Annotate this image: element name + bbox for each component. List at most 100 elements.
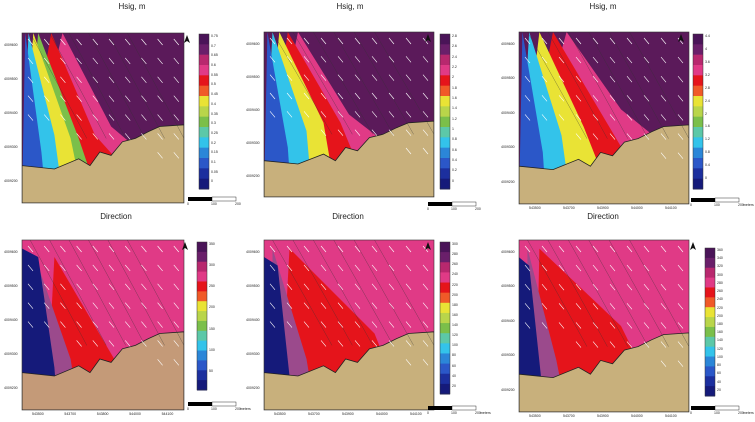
wave-arrow [422,340,429,347]
colorbar-swatch [197,251,207,263]
wave-arrow [660,264,667,272]
colorbar-swatch [693,44,703,56]
colorbar-tick-label: 340 [717,256,723,261]
colorbar-swatch [705,386,715,397]
wave-arrow [660,95,667,102]
wave-arrow [286,37,293,45]
wave-arrow [592,37,599,45]
colorbar-tick-label: 350 [209,242,215,246]
wave-arrow [108,95,115,102]
colorbar-swatch [440,302,450,314]
colorbar-swatch [199,44,209,56]
x-axis-tick-label: 543700 [563,414,575,418]
wave-arrow [286,92,293,100]
contour-line [333,240,394,346]
y-axis-tick-label: 4009300 [246,352,260,356]
wave-arrow [269,264,276,272]
panel-title: Hsig, m [118,2,146,11]
colorbar-swatch [693,85,703,97]
colorbar-tick-label: 300 [717,272,723,277]
colorbar-tick-label: 300 [452,242,458,246]
wave-arrow [173,245,180,253]
colorbar-swatch [197,261,207,273]
wave-arrow [108,114,115,121]
wave-arrow [303,302,310,309]
wave-arrow [173,340,180,347]
wave-arrow [60,38,66,46]
wave-arrow [677,95,684,102]
wave-arrow [371,92,378,100]
wave-arrow [371,56,378,63]
y-axis-tick-label: 4009500 [4,284,18,288]
wave-arrow [422,264,429,272]
wave-arrow [173,114,180,121]
wave-arrow [558,37,565,45]
wave-arrow [27,245,34,253]
wave-arrow [609,322,616,329]
wave-arrow [592,284,599,291]
wave-arrow [541,95,548,102]
scale-tick-label: 200 [475,411,481,415]
contour-line [49,240,107,346]
colorbar-tick-label: 2 [705,111,707,116]
wave-arrow [108,133,115,140]
colorbar-tick-label: 3.2 [705,72,710,77]
wave-arrow [575,76,582,83]
wave-arrow [108,283,115,290]
contour-line [292,32,353,135]
colorbar-swatch [197,311,207,322]
colorbar-swatch [440,323,450,334]
wave-arrow [269,74,276,81]
colorbar-swatch [440,272,450,284]
colorbar-tick-label: 200 [452,292,458,297]
colorbar-swatch [705,248,715,259]
wave-arrow [108,264,115,272]
wave-arrow [76,133,82,140]
colorbar-tick-label: 140 [717,338,723,343]
wave-arrow [173,152,180,159]
y-axis-tick-label: 4009600 [501,42,515,46]
wave-arrow [575,56,582,64]
wave-arrow [643,133,650,140]
wave-arrow [43,245,50,253]
contour-line [629,240,689,347]
wave-arrow [60,321,66,328]
wave-arrow [592,322,599,329]
colorbar-swatch [440,158,450,169]
colorbar-tick-label: 0.4 [705,163,710,168]
wave-arrow [592,114,599,121]
wave-arrow [371,302,378,309]
colorbar-tick-label: 2.4 [705,98,710,103]
wave-arrow [303,283,310,290]
wave-arrow [626,303,633,310]
colorbar-swatch [197,360,207,371]
wave-arrow [609,95,616,102]
wave-arrow [371,245,378,253]
contour-line [127,240,184,346]
colorbar-swatch [440,106,450,118]
colorbar-tick-label: 0.05 [211,169,218,174]
wave-arrow [286,283,293,290]
wave-arrow [157,114,163,121]
colorbar-tick-label: 0.35 [211,111,218,116]
wave-arrow [173,283,180,290]
wave-arrow [626,133,633,140]
colorbar-tick-label: 120 [717,346,723,351]
colorbar-swatch [440,292,450,304]
map-panel-1: Hsig, m 0.75 0.7 0.65 0.6 0.55 0.5 0.45 0.4 0.35 0… [2,0,242,210]
wave-arrow [27,57,34,65]
wave-arrow [422,92,429,100]
wave-arrow [575,264,582,272]
wave-arrow [157,264,163,272]
north-arrow-icon [425,242,431,250]
wave-arrow [173,264,180,272]
map-panel-4: Direction 350 300 250 200 150 100 50 4009600 4009… [2,210,251,422]
wave-arrow [643,56,650,64]
contour-line [272,240,333,346]
contour-line [29,240,87,346]
colorbar-swatch [693,34,703,45]
wave-arrow [320,37,327,45]
wave-arrow [575,284,582,291]
wave-arrow [157,283,163,290]
wave-arrow [60,114,66,121]
